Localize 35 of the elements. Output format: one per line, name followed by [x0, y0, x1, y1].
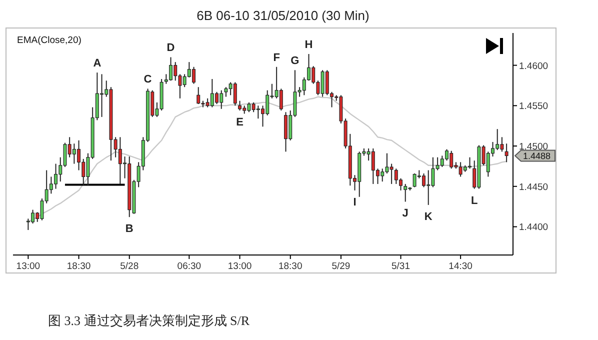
x-tick-label: 18:30: [66, 261, 91, 272]
annotation: G: [290, 55, 300, 68]
chart-title: 6B 06-10 31/05/2010 (30 Min): [196, 8, 370, 23]
x-tick-label: 5/29: [332, 261, 350, 272]
annotation: J: [402, 208, 408, 220]
candlestick: [504, 143, 508, 163]
candlestick: [233, 82, 237, 106]
caption: 图 3.3 通过交易者决策制定形成 S/R: [48, 313, 250, 328]
x-tick-label: 5/28: [120, 261, 139, 272]
y-tick-label: 1.4600: [519, 60, 548, 72]
y-tick-label: 1.4500: [519, 142, 548, 153]
x-tick-label: 06:30: [177, 261, 202, 272]
candlestick: [404, 183, 408, 202]
annotation: L: [470, 194, 478, 207]
x-tick-label: 14:30: [448, 261, 472, 272]
annotation: C: [144, 74, 152, 86]
annotation: E: [236, 116, 244, 128]
annotation: I: [353, 196, 356, 208]
x-tick-label: 18:30: [278, 261, 302, 272]
annotation: EMA(Close,20): [17, 35, 82, 46]
y-tick-label: 1.4550: [519, 101, 548, 112]
annotation: H: [304, 38, 313, 51]
annotation: F: [273, 52, 280, 64]
annotation: A: [93, 58, 102, 70]
x-tick-label: 5/31: [392, 261, 410, 272]
x-tick-label: 13:00: [16, 261, 40, 272]
annotation: D: [166, 42, 175, 54]
y-tick-label: 1.4400: [519, 222, 548, 234]
x-tick-label: 13:00: [228, 261, 252, 272]
y-tick-label: 1.4450: [519, 182, 548, 193]
candlestick: [279, 88, 283, 111]
candlestick: [196, 86, 200, 105]
annotation: B: [125, 223, 134, 236]
text: 1.4488: [523, 151, 551, 162]
annotation: K: [424, 210, 432, 223]
